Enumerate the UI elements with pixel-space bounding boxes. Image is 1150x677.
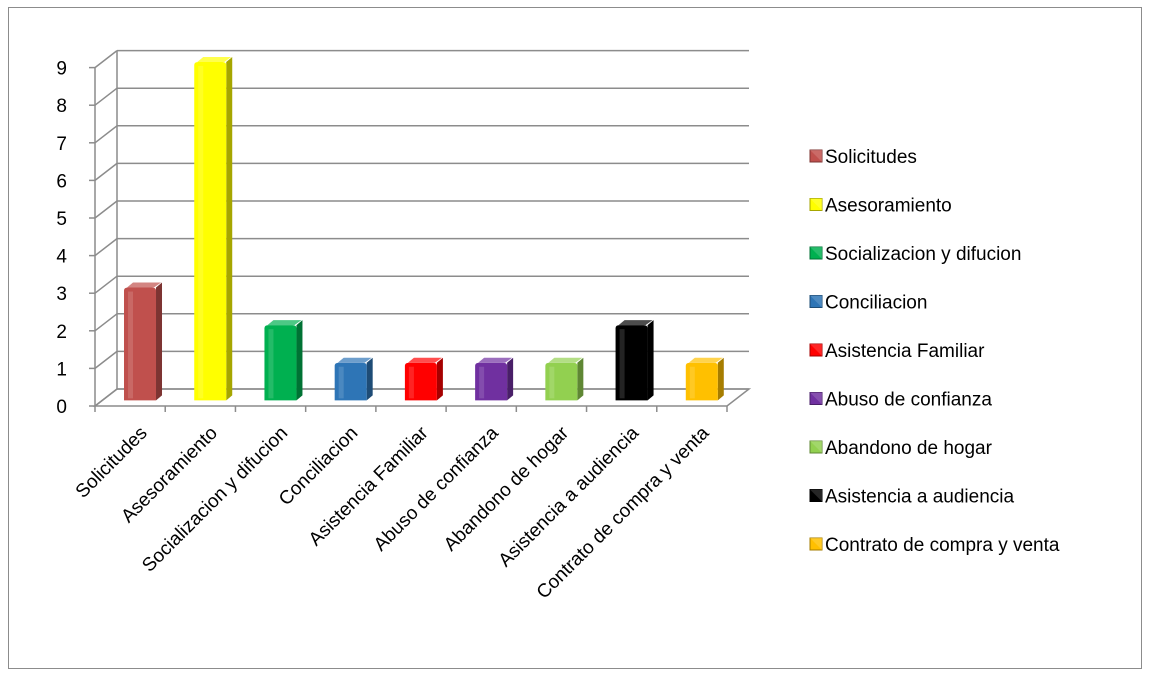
- legend-label: Asistencia Familiar: [825, 341, 985, 362]
- bar-socializacion-y-difucion: [264, 320, 303, 401]
- bar-side: [156, 282, 163, 401]
- bar-highlight: [689, 366, 695, 399]
- legend-label: Solicitudes: [825, 147, 917, 168]
- legend-swatch-shine: [810, 150, 822, 162]
- bar-highlight: [619, 329, 625, 399]
- bar-highlight: [338, 366, 344, 399]
- bar-side: [507, 357, 514, 401]
- legend-item: Conciliacion: [809, 293, 927, 314]
- bar-highlight: [128, 291, 134, 399]
- y-tick-label: 8: [56, 96, 67, 117]
- bar-top: [478, 357, 513, 363]
- x-tick-label: Abuso de confianza: [370, 422, 503, 555]
- bar-contrato-de-compra-y-venta: [685, 357, 724, 401]
- bar-top: [127, 282, 162, 288]
- legend-swatch-shine: [810, 295, 822, 308]
- legend-label: Conciliacion: [825, 293, 927, 314]
- gridline-side-9: [94, 50, 118, 69]
- bar-highlight: [268, 329, 274, 399]
- gridline-side-2: [94, 313, 118, 332]
- legend-swatch-shine: [810, 198, 822, 211]
- x-tick-label: Socializacion y difucion: [138, 423, 292, 577]
- y-tick-label: 5: [56, 209, 67, 230]
- y-tick-label: 7: [56, 134, 67, 155]
- legend-item: Socializacion y difucion: [809, 244, 1021, 265]
- legend-item: Asesoramiento: [809, 196, 952, 217]
- bar-side: [366, 357, 373, 401]
- gridline-side-5: [94, 200, 118, 219]
- gridline-side-7: [94, 125, 118, 144]
- bar-conciliacion: [334, 357, 373, 401]
- legend-label: Asesoramiento: [825, 196, 952, 217]
- y-tick-label: 3: [56, 284, 67, 305]
- bar-side: [717, 357, 724, 401]
- bar-abandono-de-hogar: [545, 357, 584, 401]
- bar-side: [577, 357, 584, 401]
- axes: [89, 50, 752, 412]
- bar-side: [226, 56, 233, 401]
- legend-label: Asistencia a audiencia: [825, 487, 1014, 508]
- bar-asistencia-familiar: [404, 357, 443, 401]
- legend: Solicitudes Asesoramiento Socializacion y …: [809, 147, 1060, 556]
- legend-item: Abandono de hogar: [809, 438, 993, 459]
- y-tick-label: 9: [56, 59, 67, 80]
- legend-swatch-shine: [810, 344, 822, 356]
- legend-item: Contrato de compra y venta: [809, 535, 1060, 556]
- x-tick-label: Asistencia Familiar: [305, 422, 433, 550]
- legend-item: Asistencia a audiencia: [809, 487, 1014, 508]
- bar-side: [647, 320, 654, 401]
- bar-top: [548, 357, 583, 363]
- legend-label: Socializacion y difucion: [825, 244, 1021, 265]
- bar-side: [436, 357, 443, 401]
- bar-side: [296, 320, 303, 401]
- bar-top: [618, 320, 653, 326]
- bar-highlight: [198, 65, 204, 399]
- legend-swatch-shine: [810, 247, 822, 259]
- bar-top: [337, 357, 372, 363]
- bar-highlight: [549, 366, 555, 399]
- bar-abuso-de-confianza: [475, 357, 514, 401]
- bar-asesoramiento: [194, 56, 233, 401]
- bar-top: [688, 357, 723, 363]
- bar-top: [267, 320, 302, 326]
- gridline-side-6: [94, 162, 118, 181]
- legend-swatch-shine: [810, 441, 822, 453]
- y-tick-label: 1: [56, 359, 67, 380]
- legend-item: Solicitudes: [809, 147, 917, 168]
- x-tick-label: Abandono de hogar: [440, 422, 573, 555]
- bar-solicitudes: [124, 282, 163, 401]
- gridline-side-8: [94, 87, 118, 106]
- bar-asistencia-a-audiencia: [615, 320, 654, 401]
- legend-swatch-shine: [810, 392, 822, 405]
- legend-item: Asistencia Familiar: [809, 341, 985, 362]
- bar-top: [197, 56, 232, 62]
- y-tick-label: 0: [56, 397, 67, 418]
- y-tick-label: 2: [56, 322, 67, 343]
- legend-label: Abuso de confianza: [825, 390, 992, 411]
- legend-label: Abandono de hogar: [825, 438, 993, 459]
- x-tick-label: Asistencia a audiencia: [495, 422, 644, 571]
- bar-top: [407, 357, 442, 363]
- legend-swatch-shine: [810, 538, 822, 550]
- legend-swatch-shine: [810, 489, 822, 502]
- y-axis-ticks: 0 1 2 3 4 5 6 7 8 9: [56, 59, 67, 418]
- legend-item: Abuso de confianza: [809, 390, 992, 411]
- bar-highlight: [479, 366, 485, 399]
- gridline-side-1: [94, 350, 118, 369]
- legend-label: Contrato de compra y venta: [825, 535, 1060, 556]
- gridline-side-4: [94, 238, 118, 257]
- y-tick-label: 4: [56, 247, 67, 268]
- bars: [124, 56, 724, 401]
- gridline-side-3: [94, 275, 118, 294]
- y-tick-label: 6: [56, 171, 67, 192]
- bar-highlight: [408, 366, 414, 399]
